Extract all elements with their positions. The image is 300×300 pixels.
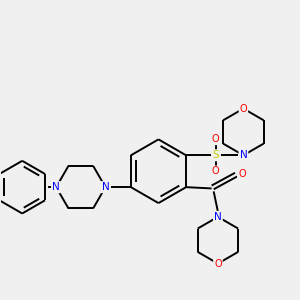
Text: S: S [212, 150, 219, 160]
Text: O: O [214, 259, 222, 269]
Text: O: O [212, 134, 220, 144]
Text: N: N [102, 182, 109, 192]
Text: N: N [214, 212, 222, 222]
Text: O: O [238, 169, 246, 178]
Text: N: N [52, 182, 60, 192]
Text: N: N [239, 150, 247, 160]
Text: O: O [240, 103, 247, 114]
Text: O: O [212, 167, 220, 176]
